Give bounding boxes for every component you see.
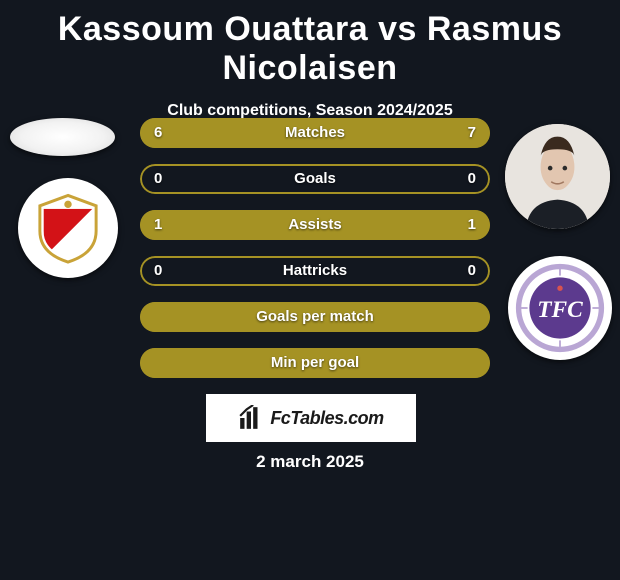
toulouse-crest-icon: TFC [515, 263, 605, 353]
stat-value-right: 0 [468, 164, 476, 194]
stat-label: Min per goal [140, 348, 490, 378]
date-line: 2 march 2025 [0, 452, 620, 472]
stat-label: Matches [140, 118, 490, 148]
stat-label: Goals [140, 164, 490, 194]
stat-label: Assists [140, 210, 490, 240]
page-title: Kassoum Ouattara vs Rasmus Nicolaisen [0, 0, 620, 88]
stat-row: Min per goal [140, 348, 490, 378]
brand-text: FcTables.com [270, 408, 383, 429]
stat-label: Goals per match [140, 302, 490, 332]
brand-box: FcTables.com [206, 394, 416, 442]
stat-value-left: 0 [154, 256, 162, 286]
person-icon [505, 124, 610, 229]
stat-value-right: 7 [468, 118, 476, 148]
player-right-avatar [505, 124, 610, 229]
stat-value-left: 0 [154, 164, 162, 194]
stat-value-right: 0 [468, 256, 476, 286]
stat-row: Goals0 0 [140, 164, 490, 194]
club-left-badge [18, 178, 118, 278]
club-right-badge: TFC [508, 256, 612, 360]
bars-icon [238, 405, 264, 431]
stat-row: Assists1 1 [140, 210, 490, 240]
stat-row: Matches6 7 [140, 118, 490, 148]
stat-row: Hattricks0 0 [140, 256, 490, 286]
stat-value-left: 6 [154, 118, 162, 148]
player-left-avatar [10, 118, 115, 156]
stat-value-right: 1 [468, 210, 476, 240]
monaco-crest-icon [31, 191, 105, 265]
stat-value-left: 1 [154, 210, 162, 240]
svg-text:TFC: TFC [537, 297, 583, 323]
stat-row: Goals per match [140, 302, 490, 332]
stat-label: Hattricks [140, 256, 490, 286]
stats-container: Matches67Goals00Assists11Hattricks00Goal… [140, 118, 490, 394]
